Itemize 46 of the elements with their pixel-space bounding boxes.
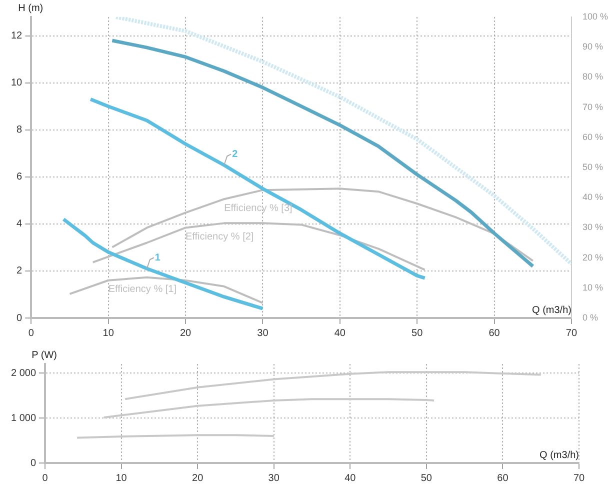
y-tick-label: 0 [30,458,36,469]
y2-tick-label: 0 % [582,312,598,322]
y2-tick-label: 100 % [582,11,608,22]
x-axis-title: Q (m3/h) [532,304,572,316]
y-axis-title: H (m) [18,2,44,14]
x-tick-label: 30 [257,328,269,339]
line-series [114,17,572,266]
series-label: Efficiency % [1] [108,284,177,296]
y2-tick-label: 90 % [582,42,603,52]
series-label: Efficiency % [3] [224,202,293,214]
y-tick-label: 2 000 [10,368,36,379]
y-tick-label: 6 [16,172,23,183]
x-tick-label: 10 [102,328,114,339]
y-tick-label: 10 [11,78,23,89]
y-axis-title: P (W) [32,350,58,361]
x-tick-label: 20 [192,472,204,484]
x-tick-label: 0 [42,472,48,484]
series-label: 1 [154,252,161,264]
y-tick-label: 2 [16,266,23,277]
y-tick-label: 0 [16,312,23,324]
x-axis-title: Q (m3/h) [540,450,579,461]
x-tick-label: 70 [573,472,585,484]
y-tick-label: 8 [16,124,23,136]
x-tick-label: 20 [180,328,192,339]
y2-tick-label: 80 % [582,72,603,82]
y2-tick-label: 30 % [582,222,603,232]
x-tick-label: 40 [334,328,346,339]
x-tick-label: 40 [344,472,356,484]
x-tick-label: 60 [488,328,500,339]
y2-tick-label: 40 % [582,192,603,202]
x-tick-label: 50 [412,328,424,339]
y2-tick-label: 60 % [582,132,603,142]
x-tick-label: 70 [566,328,578,339]
y-tick-label: 1 000 [10,412,36,424]
x-tick-label: 10 [116,472,128,484]
y-tick-label: 12 [11,30,23,42]
y2-tick-label: 20 % [582,252,603,262]
y2-tick-label: 50 % [582,162,603,172]
x-tick-label: 60 [497,472,509,484]
y-tick-label: 4 [16,218,23,230]
y2-tick-label: 10 % [582,282,603,292]
series-label: Efficiency % [2] [186,231,254,242]
x-tick-label: 30 [268,472,280,484]
x-tick-label: 50 [420,472,432,484]
series-label: 2 [232,148,238,160]
y2-tick-label: 70 % [582,102,603,112]
